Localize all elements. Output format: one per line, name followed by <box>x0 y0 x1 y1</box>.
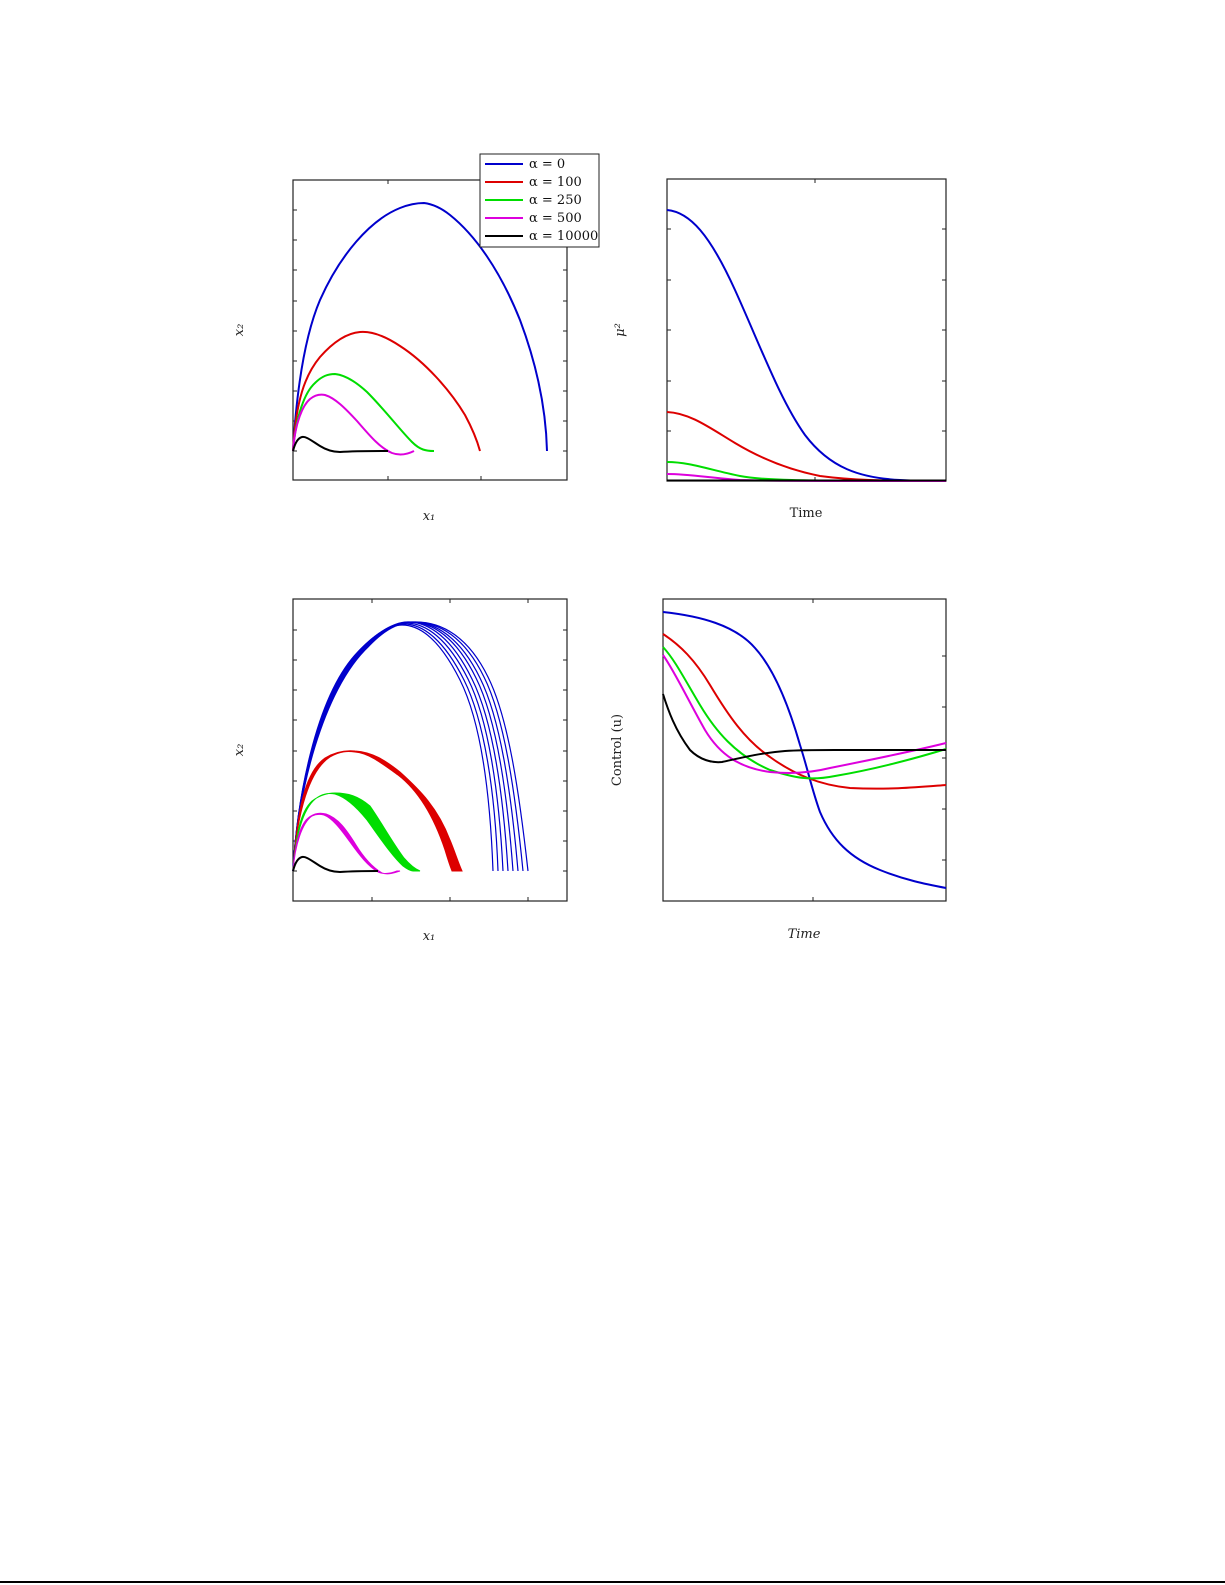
plot-mu-squared: Time μ² <box>613 178 947 521</box>
series-alpha-10000 <box>662 693 946 764</box>
y-axis-label: x₂ <box>232 744 247 757</box>
series-alpha-250 <box>666 461 947 482</box>
series-alpha-250-band <box>292 792 421 872</box>
series-alpha-500 <box>662 654 947 774</box>
legend-item-alpha-100: α = 100 <box>485 175 582 190</box>
series-alpha-0-band <box>292 621 529 872</box>
plot-phase-bottom: x₁ x₂ <box>232 598 568 944</box>
svg-text:α = 0: α = 0 <box>529 157 565 172</box>
series-alpha-250 <box>292 372 435 452</box>
series-alpha-10000 <box>292 855 379 874</box>
series-alpha-0 <box>666 209 947 482</box>
y-ticks <box>942 655 946 861</box>
x-ticks <box>371 599 529 901</box>
x-axis-label: x₁ <box>423 929 436 944</box>
axes-frame <box>292 598 568 902</box>
legend-item-alpha-0: α = 0 <box>485 157 565 172</box>
x-axis-label: Time <box>788 927 821 942</box>
svg-text:α = 250: α = 250 <box>529 193 582 208</box>
series-alpha-500 <box>292 393 415 456</box>
series-alpha-100 <box>666 411 947 482</box>
series-alpha-100 <box>662 633 947 790</box>
axes-frame <box>292 179 568 481</box>
y-ticks <box>293 629 567 872</box>
x-axis-label: x₁ <box>423 509 436 524</box>
legend-item-alpha-250: α = 250 <box>485 193 582 208</box>
y-axis-label: μ² <box>613 323 628 337</box>
series-alpha-100 <box>292 330 481 452</box>
plot-control: Time Control (u) <box>610 598 947 942</box>
y-axis-label: x₂ <box>232 324 247 337</box>
series-alpha-100-band <box>292 750 463 872</box>
series-alpha-250 <box>662 646 947 780</box>
svg-text:α = 100: α = 100 <box>529 175 582 190</box>
y-ticks <box>667 228 946 432</box>
page-bottom-rule <box>0 1581 1225 1583</box>
legend-item-alpha-10000: α = 10000 <box>485 229 598 244</box>
svg-text:α = 500: α = 500 <box>529 211 582 226</box>
x-ticks <box>387 180 482 480</box>
legend: α = 0 α = 100 α = 250 α = 500 α = 10000 <box>479 153 600 248</box>
svg-text:α = 10000: α = 10000 <box>529 229 598 244</box>
y-axis-label: Control (u) <box>610 714 625 786</box>
series-alpha-10000 <box>292 435 389 454</box>
x-axis-label: Time <box>790 506 823 521</box>
series-alpha-500-band <box>292 812 401 875</box>
series-alpha-0 <box>662 611 947 889</box>
legend-item-alpha-500: α = 500 <box>485 211 582 226</box>
series-alpha-0 <box>292 201 548 452</box>
